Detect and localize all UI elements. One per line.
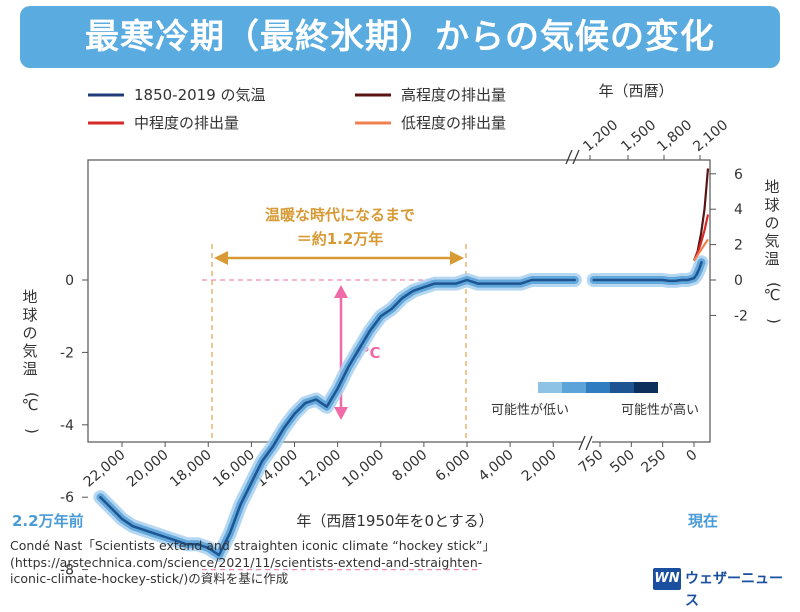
x-tick-label-recent: 750 — [576, 447, 607, 476]
x-tick-label: 6,000 — [433, 447, 474, 485]
top-axis-break-mark — [565, 149, 573, 165]
y-tick-label-right: -2 — [734, 308, 748, 324]
y-axis-title-left: 地球の気温(℃) — [22, 288, 42, 434]
period-arrow-right-head — [450, 251, 464, 265]
temperature-series-recent-line — [592, 261, 703, 283]
start-label: 2.2万年前 — [12, 512, 84, 530]
confidence-low-label: 可能性が低い — [491, 403, 569, 418]
x-tick-label: 18,000 — [167, 447, 215, 491]
low-emission-line — [693, 238, 709, 262]
top-axis-title: 年（西暦） — [598, 82, 673, 100]
source-attribution: Condé Nast「Scientists extend and straigh… — [10, 538, 600, 588]
top-tick-label: 2,100 — [690, 117, 731, 155]
period-arrow-left-head — [214, 251, 228, 265]
attribution-line-3: iconic-climate-hockey-stick/)の資料を基に作成 — [10, 571, 289, 586]
x-tick-label: 10,000 — [340, 447, 388, 491]
y-axis-title-right: 地球の気温(℃) — [764, 178, 784, 324]
x-tick-label: 2,000 — [519, 447, 560, 485]
y-tick-label-right: 0 — [734, 273, 743, 289]
legend-label: 中程度の排出量 — [134, 114, 239, 132]
title-banner: 最寒冷期（最終氷期）からの気候の変化 — [20, 6, 780, 68]
y-tick-label-left: -6 — [60, 490, 74, 506]
x-tick-label-recent: 250 — [638, 447, 669, 476]
attribution-line-1: Condé Nast「Scientists extend and straigh… — [10, 538, 495, 553]
y-tick-label-right: 6 — [734, 167, 743, 183]
y-tick-label-left: -4 — [60, 418, 74, 434]
delta-arrow-top-head — [334, 285, 348, 298]
period-annotation-line1: 温暖な時代になるまで — [265, 206, 415, 224]
temperature-series-main-line — [99, 278, 577, 557]
confidence-swatch — [562, 382, 586, 393]
period-annotation-line2: ＝約1.2万年 — [297, 230, 384, 248]
logo-text: ウェザーニュース — [685, 571, 783, 609]
x-tick-label: 20,000 — [124, 447, 172, 491]
y-tick-label-right: 2 — [734, 238, 743, 254]
top-tick-label: 1,200 — [580, 117, 621, 155]
y-tick-label-left: -8 — [60, 563, 74, 579]
axis-break-mark — [585, 435, 593, 451]
chart-title: 最寒冷期（最終氷期）からの気候の変化 — [85, 17, 715, 57]
confidence-high-label: 可能性が高い — [621, 402, 699, 418]
axis-break-mark — [578, 435, 586, 451]
legend-label: 1850-2019 の気温 — [134, 86, 266, 104]
confidence-swatch — [634, 382, 658, 393]
attribution-line-2: (https://arstechnica.com/science/2021/11… — [10, 554, 483, 570]
x-tick-label: 12,000 — [296, 447, 344, 491]
confidence-swatch — [610, 382, 634, 393]
delta-arrow-bottom-head — [334, 407, 348, 420]
x-tick-label: 22,000 — [81, 447, 129, 491]
y-tick-label-left: -2 — [60, 345, 74, 361]
x-tick-label: 8,000 — [389, 447, 430, 485]
top-axis-break-mark — [572, 149, 580, 165]
confidence-swatch — [538, 382, 562, 393]
weathernews-logo: WN ウェザーニュース — [653, 568, 793, 609]
x-tick-label: 4,000 — [476, 447, 517, 485]
logo-mark: WN — [653, 568, 681, 590]
legend-label: 高程度の排出量 — [401, 86, 506, 104]
axis-break-gap — [582, 438, 592, 448]
x-tick-label-recent: 500 — [607, 447, 638, 476]
confidence-swatch — [586, 382, 610, 393]
end-label: 現在 — [688, 512, 719, 530]
x-tick-label-recent: 0 — [683, 447, 700, 465]
top-tick-label: 1,500 — [618, 117, 659, 155]
legend-label: 低程度の排出量 — [401, 114, 506, 132]
y-tick-label-right: 4 — [734, 202, 743, 218]
top-tick-label: 1,800 — [654, 117, 695, 155]
y-tick-label-left: 0 — [65, 273, 74, 289]
x-axis-title: 年（西暦1950年を0とする） — [296, 512, 493, 530]
